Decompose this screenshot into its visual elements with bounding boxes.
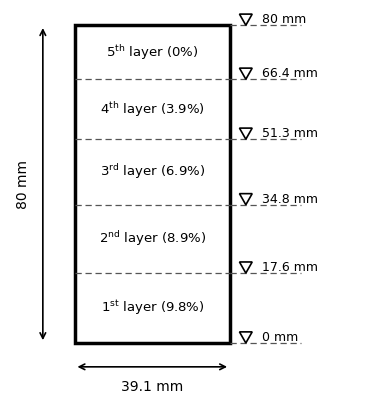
Text: 51.3 mm: 51.3 mm bbox=[262, 127, 318, 140]
Text: $3^{\mathrm{rd}}$ layer (6.9%): $3^{\mathrm{rd}}$ layer (6.9%) bbox=[100, 162, 205, 182]
Text: $1^{\mathrm{st}}$ layer (9.8%): $1^{\mathrm{st}}$ layer (9.8%) bbox=[101, 299, 204, 317]
Text: 66.4 mm: 66.4 mm bbox=[262, 67, 318, 80]
Text: $2^{\mathrm{nd}}$ layer (8.9%): $2^{\mathrm{nd}}$ layer (8.9%) bbox=[99, 230, 206, 248]
Text: 80 mm: 80 mm bbox=[16, 160, 30, 209]
Bar bbox=[74, 25, 230, 343]
Text: 80 mm: 80 mm bbox=[262, 13, 306, 26]
Text: 17.6 mm: 17.6 mm bbox=[262, 261, 318, 274]
Text: $4^{\mathrm{th}}$ layer (3.9%): $4^{\mathrm{th}}$ layer (3.9%) bbox=[100, 100, 205, 119]
Text: $5^{\mathrm{th}}$ layer (0%): $5^{\mathrm{th}}$ layer (0%) bbox=[106, 43, 199, 62]
Text: 34.8 mm: 34.8 mm bbox=[262, 193, 318, 206]
Text: 39.1 mm: 39.1 mm bbox=[121, 380, 184, 394]
Text: 0 mm: 0 mm bbox=[262, 331, 298, 344]
